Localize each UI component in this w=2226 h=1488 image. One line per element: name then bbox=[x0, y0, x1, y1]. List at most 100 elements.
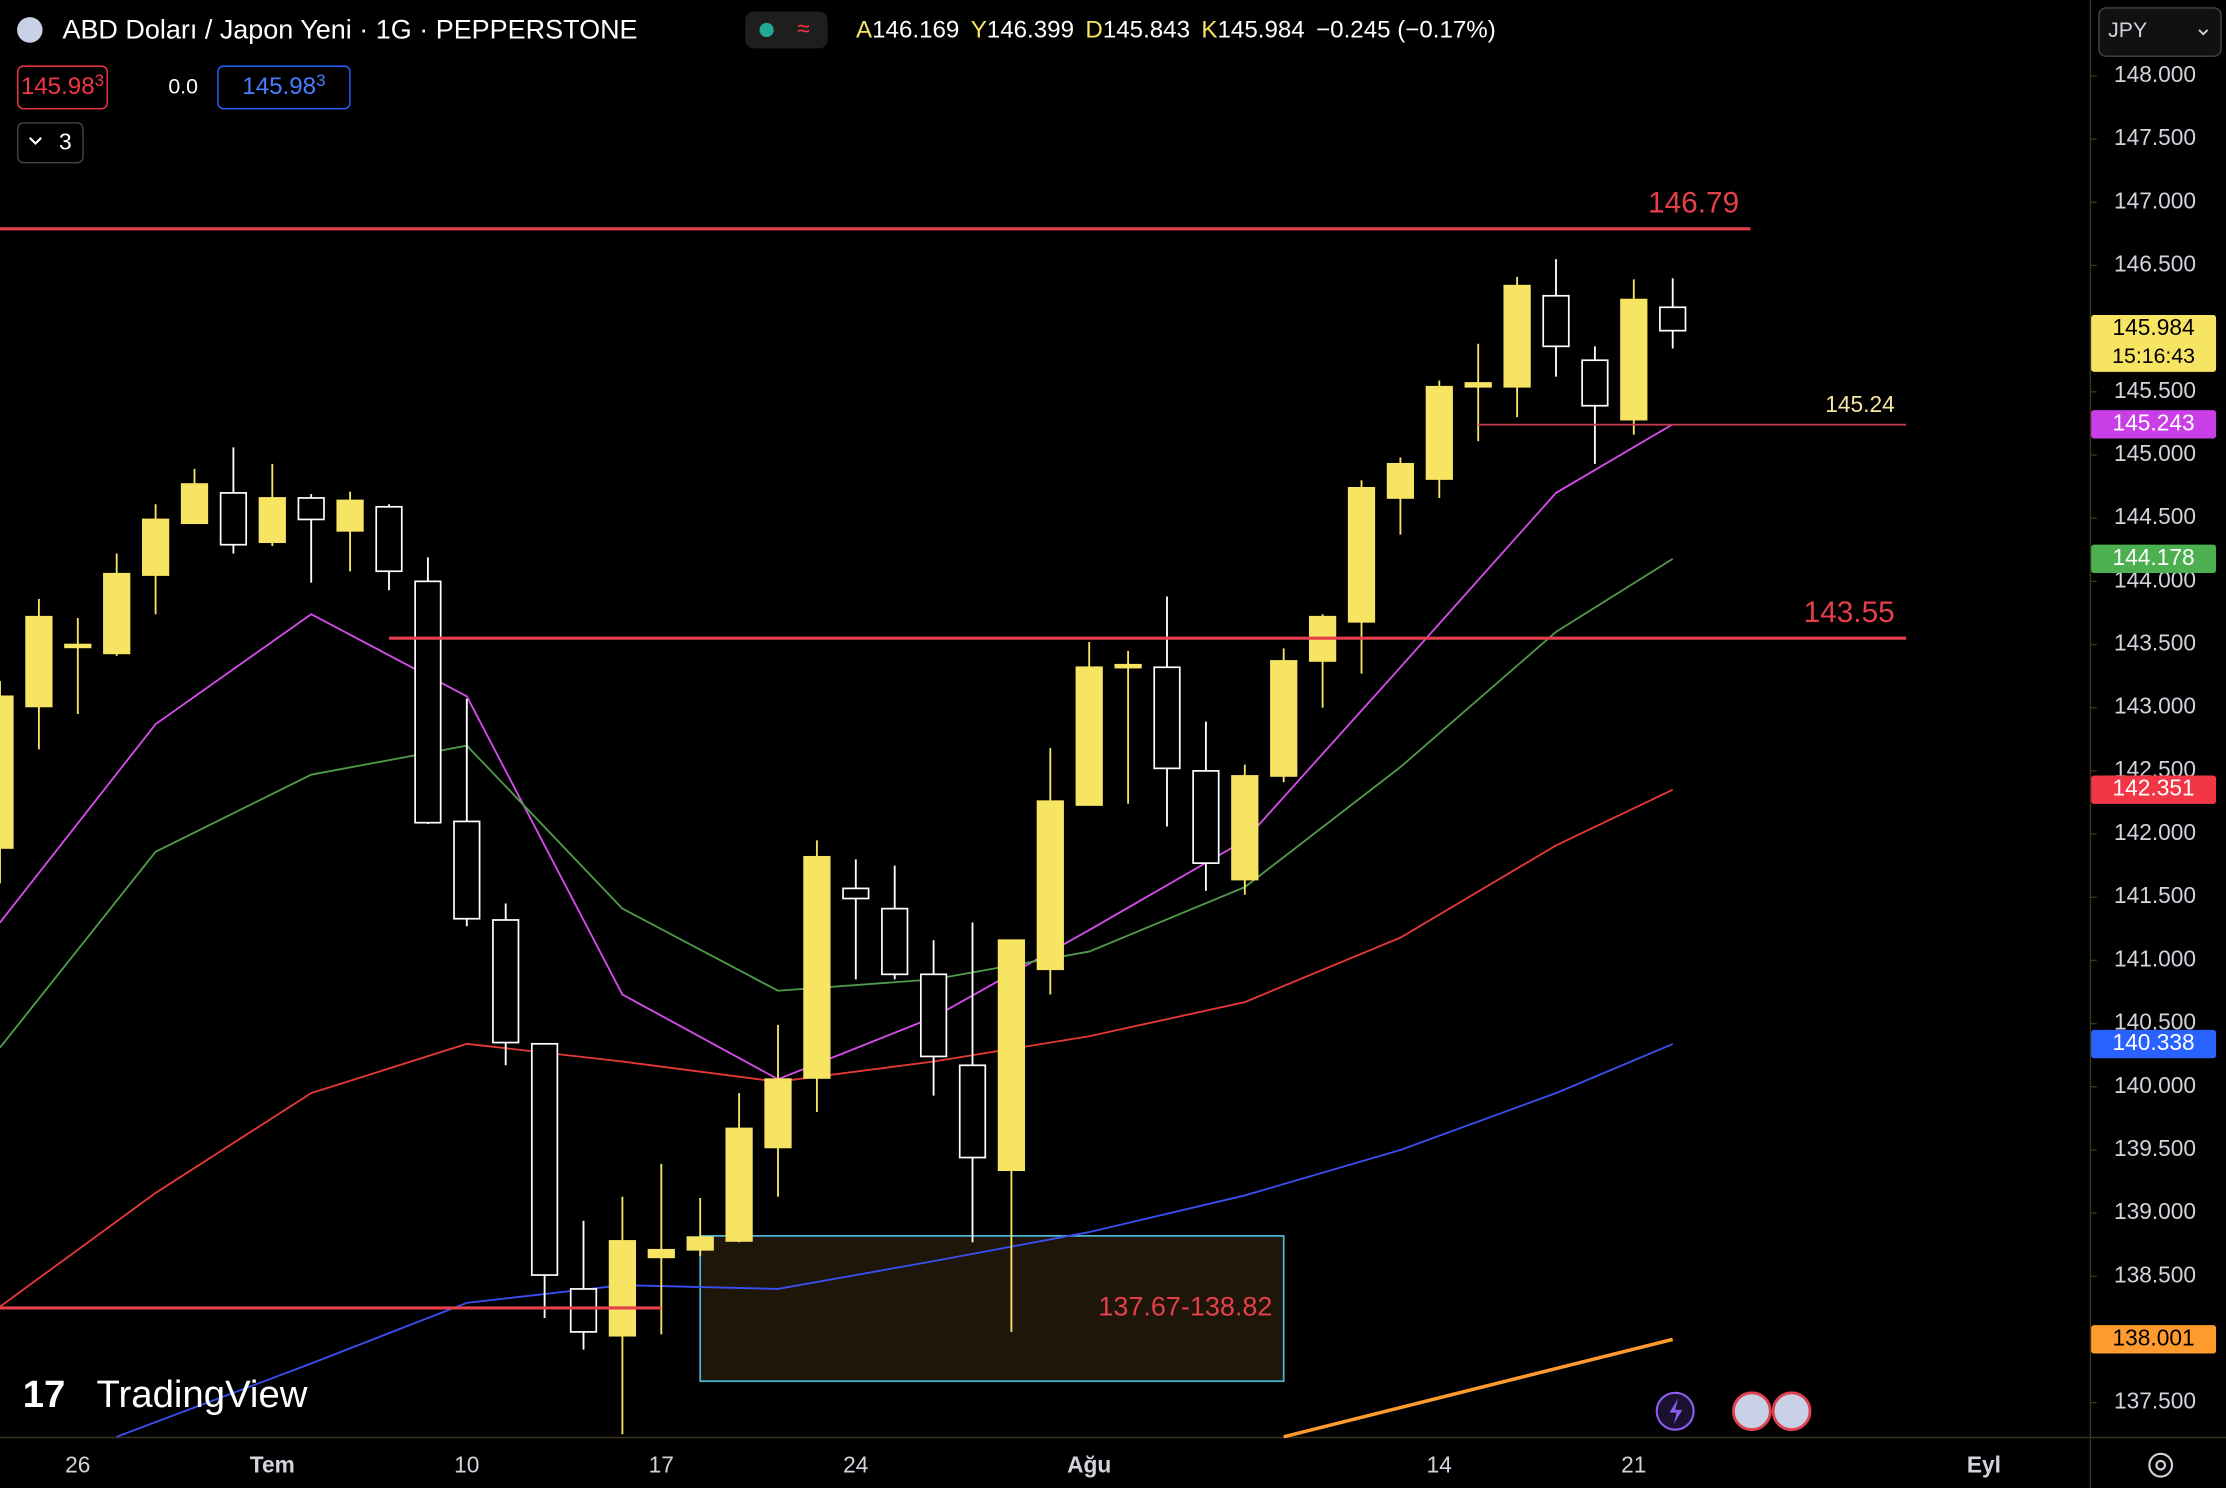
x-tick-label: 17 bbox=[649, 1452, 674, 1478]
y-tick-label: 143.500 bbox=[2114, 630, 2196, 656]
sell-price-main: 145.98 bbox=[21, 74, 95, 101]
x-tick-label: Ağu bbox=[1067, 1452, 1111, 1478]
y-tick-label: 141.000 bbox=[2114, 945, 2196, 971]
candle-body bbox=[336, 499, 364, 532]
logo-mark: 17 bbox=[23, 1373, 66, 1416]
candle-body bbox=[1503, 284, 1531, 388]
ohlc-legend: A146.169 Y146.399 D145.843 K145.984 −0.245 (… bbox=[856, 17, 1496, 44]
moving-average bbox=[0, 558, 1674, 1049]
economic-event-icon[interactable] bbox=[1731, 1391, 1772, 1432]
y-tick-label: 145.500 bbox=[2114, 377, 2196, 403]
candle-body bbox=[647, 1248, 675, 1259]
x-tick-label: 26 bbox=[65, 1452, 90, 1478]
sell-price: 145.983 bbox=[21, 71, 104, 101]
currency-label: JPY bbox=[2108, 18, 2147, 42]
price-badge-label: 142.351 bbox=[2113, 775, 2195, 801]
candle-body bbox=[608, 1240, 637, 1337]
candle-body bbox=[0, 695, 14, 849]
buy-price-main: 145.98 bbox=[242, 74, 316, 101]
price-badge bbox=[2091, 1029, 2217, 1059]
candle-body bbox=[1464, 382, 1492, 388]
y-tick-label: 147.500 bbox=[2114, 124, 2196, 150]
candle-body bbox=[958, 1064, 987, 1159]
sell-button[interactable] bbox=[17, 65, 108, 110]
ohlc-key: K bbox=[1201, 17, 1217, 44]
price-badge bbox=[2091, 315, 2217, 372]
candle-body bbox=[1347, 486, 1376, 623]
flash-icon bbox=[1669, 1398, 1683, 1425]
candle-body bbox=[1153, 666, 1181, 770]
x-tick-label: Eyl bbox=[1967, 1452, 2001, 1478]
y-tick-label: 142.000 bbox=[2114, 819, 2196, 845]
symbol-title[interactable]: ABD Doları / Japon Yeni · 1G · PEPPERSTO… bbox=[62, 14, 637, 44]
candle-body bbox=[1620, 298, 1648, 421]
y-tick-label: 143.000 bbox=[2114, 693, 2196, 719]
candle-body bbox=[1581, 359, 1609, 407]
indicators-toggle[interactable] bbox=[17, 122, 84, 164]
buy-price: 145.983 bbox=[242, 71, 325, 101]
candle-body bbox=[1425, 385, 1453, 480]
y-tick-label: 145.000 bbox=[2114, 440, 2196, 466]
sell-price-pip: 3 bbox=[95, 71, 104, 90]
zone bbox=[699, 1235, 1285, 1383]
header: ABD Doları / Japon Yeni · 1G · PEPPERSTO… bbox=[17, 7, 2222, 1478]
candle-body bbox=[725, 1127, 753, 1242]
x-tick-label: Tem bbox=[250, 1452, 295, 1478]
currency-select[interactable] bbox=[2098, 7, 2222, 57]
candle-body bbox=[881, 907, 909, 976]
y-tick-label: 147.000 bbox=[2114, 187, 2196, 213]
y-tick-label: 138.500 bbox=[2114, 1261, 2196, 1287]
economic-event-icon[interactable] bbox=[1771, 1391, 1812, 1432]
settings-icon-core bbox=[2155, 1459, 2167, 1471]
candle-body bbox=[686, 1236, 714, 1251]
y-tick-label: 139.000 bbox=[2114, 1198, 2196, 1224]
zone-label: 137.67-138.82 bbox=[1098, 1292, 1272, 1322]
price-badge bbox=[2091, 1325, 2217, 1354]
buy-button[interactable] bbox=[217, 65, 351, 110]
level-label: 146.79 bbox=[1648, 187, 1739, 220]
candle-body bbox=[180, 483, 209, 525]
price-badge bbox=[2091, 544, 2217, 574]
logo-text: TradingView bbox=[97, 1373, 308, 1416]
candle-body bbox=[1114, 663, 1142, 669]
price-badge-label: 145.243 bbox=[2113, 409, 2195, 435]
ohlc-value: 146.399 bbox=[987, 17, 1074, 44]
candle-body bbox=[842, 887, 870, 900]
candle-body bbox=[997, 939, 1026, 1172]
price-badge-label: 138.001 bbox=[2113, 1324, 2195, 1350]
candle-body bbox=[297, 497, 325, 521]
candle-body bbox=[453, 820, 481, 920]
price-badge-label: 140.338 bbox=[2113, 1029, 2195, 1055]
candle-body bbox=[1036, 800, 1064, 971]
spread: 0.0 bbox=[168, 75, 198, 99]
candle-body bbox=[414, 580, 442, 824]
candle-body bbox=[1386, 462, 1415, 499]
x-tick-label: 21 bbox=[1621, 1452, 1646, 1478]
candle-body bbox=[1270, 660, 1298, 777]
buy-price-pip: 3 bbox=[316, 71, 325, 90]
price-badge bbox=[2091, 775, 2217, 804]
candle-body bbox=[530, 1042, 559, 1276]
price-badge-label: 145.984 bbox=[2113, 314, 2195, 340]
candle-body bbox=[1192, 770, 1220, 864]
ohlc-value: 145.843 bbox=[1103, 17, 1190, 44]
market-open-dot bbox=[759, 22, 774, 38]
status-icon: ≈ bbox=[797, 15, 809, 41]
candle-body bbox=[1659, 306, 1687, 332]
level-label: 143.55 bbox=[1804, 596, 1895, 629]
status-pill[interactable] bbox=[745, 11, 828, 49]
ohlc-key: A bbox=[856, 17, 873, 44]
moving-average bbox=[0, 788, 1674, 1308]
settings-icon[interactable] bbox=[2148, 1452, 2174, 1478]
countdown: 15:16:43 bbox=[2112, 344, 2195, 368]
y-tick-label: 141.500 bbox=[2114, 882, 2196, 908]
candle-body bbox=[103, 572, 131, 655]
price-badge-label: 144.178 bbox=[2113, 544, 2195, 570]
moving-average bbox=[116, 1043, 1674, 1438]
price-badge bbox=[2091, 410, 2217, 439]
candle-body bbox=[25, 615, 53, 708]
candle-body bbox=[219, 492, 248, 546]
flag-icon bbox=[17, 17, 43, 43]
candle-body bbox=[1075, 666, 1103, 806]
y-tick-label: 139.500 bbox=[2114, 1135, 2196, 1161]
